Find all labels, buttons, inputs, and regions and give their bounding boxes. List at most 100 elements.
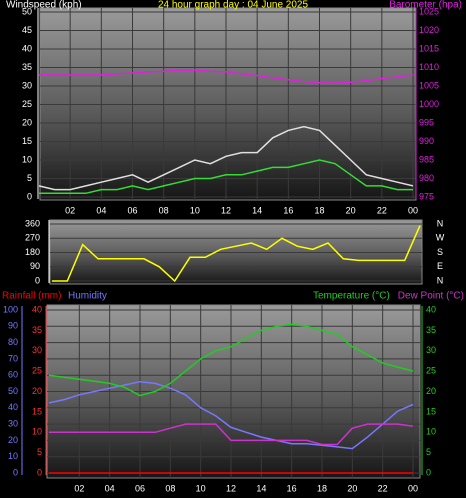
tick-label: 50 <box>8 386 18 396</box>
tick-label: 15 <box>22 136 32 146</box>
tick-label: 1020 <box>419 25 439 35</box>
tick-label: 5 <box>27 173 32 183</box>
tick-label: 10 <box>8 451 18 461</box>
x-tick-label: 02 <box>65 205 75 215</box>
tick-label: S <box>437 247 443 257</box>
tick-label: 30 <box>8 418 18 428</box>
tick-label: 35 <box>22 62 32 72</box>
tick-label: 35 <box>426 325 436 335</box>
tick-label: 10 <box>426 427 436 437</box>
x-tick-label: 08 <box>165 483 175 493</box>
x-tick-label: 22 <box>377 205 387 215</box>
x-tick-label: 04 <box>96 205 106 215</box>
series-line <box>39 69 414 84</box>
x-tick-label: 14 <box>252 205 262 215</box>
x-tick-label: 08 <box>159 205 169 215</box>
x-tick-label: 12 <box>221 205 231 215</box>
tick-label: 90 <box>8 321 18 331</box>
tick-label: 1005 <box>419 80 439 90</box>
tick-label: 40 <box>8 402 18 412</box>
tick-label: 25 <box>426 366 436 376</box>
series-line <box>52 225 421 283</box>
tick-label: 15 <box>32 406 42 416</box>
tick-label: 40 <box>32 304 42 314</box>
tick-label: 45 <box>22 25 32 35</box>
tick-label: 60 <box>8 370 18 380</box>
tick-label: 30 <box>32 345 42 355</box>
x-tick-label: 20 <box>346 205 356 215</box>
x-tick-label: 20 <box>347 483 357 493</box>
tick-label: 20 <box>426 386 436 396</box>
tick-label: 1010 <box>419 62 439 72</box>
x-tick-label: 00 <box>408 483 418 493</box>
legend-entry: Temperature (°C) <box>313 291 390 302</box>
x-tick-label: 10 <box>196 483 206 493</box>
x-tick-label: 14 <box>256 483 266 493</box>
tick-label: 30 <box>22 80 32 90</box>
tick-label: 35 <box>32 325 42 335</box>
x-tick-label: 06 <box>127 205 137 215</box>
tick-label: 0 <box>35 275 40 285</box>
x-tick-label: 00 <box>408 205 418 215</box>
series-line <box>39 159 413 195</box>
tick-label: 10 <box>22 154 32 164</box>
tick-label: 80 <box>8 337 18 347</box>
tick-label: 1000 <box>419 99 439 109</box>
tick-label: 985 <box>419 154 434 164</box>
tick-label: 40 <box>22 43 32 53</box>
x-tick-label: 10 <box>190 205 200 215</box>
tick-label: 0 <box>27 191 32 201</box>
header-text: Barometer (hpa) <box>389 0 462 11</box>
x-tick-label: 22 <box>378 483 388 493</box>
tick-label: 25 <box>22 99 32 109</box>
series-line <box>49 423 414 446</box>
tick-label: 25 <box>32 366 42 376</box>
x-tick-label: 06 <box>135 483 145 493</box>
tick-label: 70 <box>8 353 18 363</box>
tick-label: 360 <box>25 218 40 228</box>
tick-label: 40 <box>426 304 436 314</box>
tick-label: 180 <box>25 247 40 257</box>
tick-label: 1025 <box>419 6 439 16</box>
tick-label: 90 <box>30 261 40 271</box>
tick-label: N <box>437 275 444 285</box>
tick-label: 100 <box>3 304 18 314</box>
tick-label: 50 <box>22 6 32 16</box>
legend-entry: Rainfall (mm) <box>2 291 61 302</box>
tick-label: 990 <box>419 136 434 146</box>
x-tick-label: 16 <box>287 483 297 493</box>
x-tick-label: 18 <box>317 483 327 493</box>
series-line <box>48 380 414 450</box>
tick-label: 30 <box>426 345 436 355</box>
series-line <box>48 323 414 397</box>
header-text: Windspeed (kph) <box>6 0 82 11</box>
tick-label: 10 <box>32 427 42 437</box>
x-tick-label: 18 <box>314 205 324 215</box>
tick-label: 20 <box>32 386 42 396</box>
tick-label: 995 <box>419 117 434 127</box>
x-tick-label: 02 <box>74 483 84 493</box>
tick-label: 5 <box>426 447 431 457</box>
legend-entry: Dew Point (°C) <box>398 291 464 302</box>
tick-label: 0 <box>426 467 431 477</box>
legend-entry: Humidity <box>68 291 107 302</box>
header-text: 24 hour graph day : 04 June 2025 <box>158 0 309 11</box>
x-tick-label: 04 <box>105 483 115 493</box>
tick-label: 0 <box>37 467 42 477</box>
tick-label: E <box>437 261 443 271</box>
tick-label: W <box>436 233 445 243</box>
tick-label: 5 <box>37 447 42 457</box>
tick-label: 1015 <box>419 43 439 53</box>
tick-label: N <box>437 218 444 228</box>
tick-label: 975 <box>419 191 434 201</box>
tick-label: 15 <box>426 406 436 416</box>
tick-label: 20 <box>8 435 18 445</box>
tick-label: 270 <box>25 233 40 243</box>
x-tick-label: 12 <box>226 483 236 493</box>
x-tick-label: 16 <box>283 205 293 215</box>
tick-label: 980 <box>419 173 434 183</box>
tick-label: 0 <box>13 467 18 477</box>
series-line <box>38 125 414 191</box>
tick-label: 20 <box>22 117 32 127</box>
